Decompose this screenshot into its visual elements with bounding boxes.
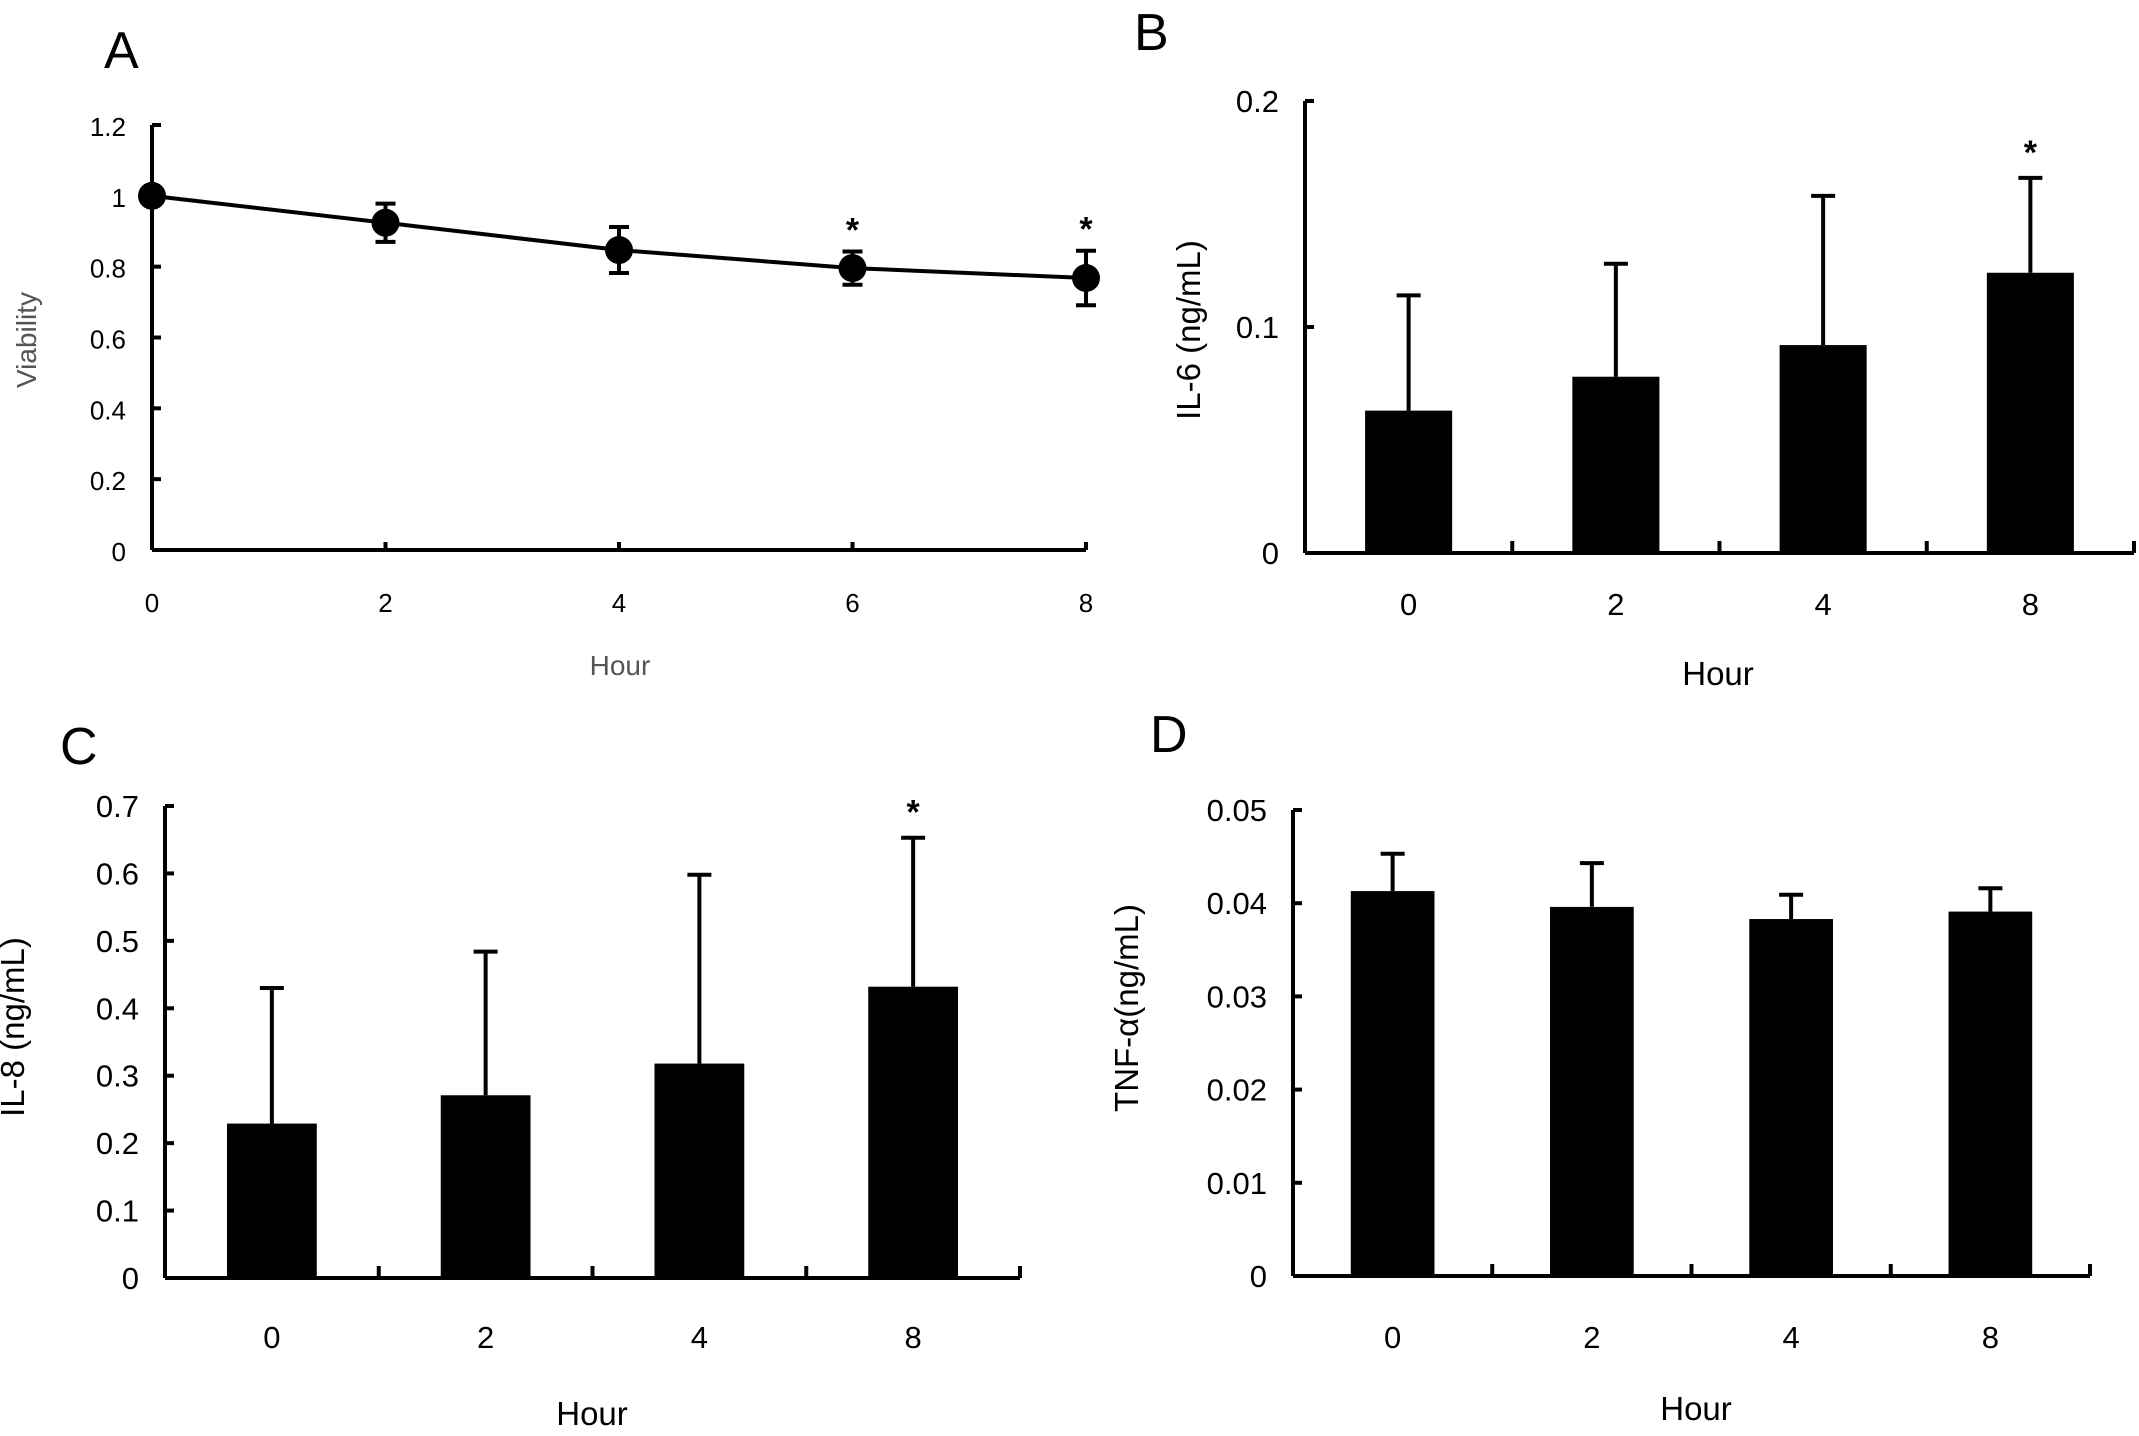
data-point [838, 254, 867, 283]
y-tick-label: 1 [112, 183, 126, 213]
bar [1749, 919, 1833, 1276]
y-tick-label: 0.04 [1207, 886, 1267, 921]
panel-c-il8-chart: C 0 0.1 0.2 0.3 0.4 0.5 0.6 0.7 IL-8 (ng/mL) Hour 0… [0, 718, 1022, 1432]
y-tick-label: 0 [112, 537, 126, 567]
significance-star: * [846, 211, 860, 249]
x-tick-label: 8 [2022, 587, 2039, 622]
bar [1365, 410, 1453, 553]
x-tick-label: 2 [477, 1320, 494, 1355]
panel-letter: C [60, 718, 98, 776]
x-tick-label: 0 [1384, 1320, 1401, 1355]
y-tick-label: 0.01 [1207, 1166, 1267, 1201]
y-tick-label: 0.1 [96, 1194, 139, 1229]
bar [1986, 272, 2074, 553]
y-tick-label: 0.8 [90, 254, 126, 284]
x-tick-label: 0 [145, 588, 159, 618]
bar [1550, 906, 1634, 1276]
bar [1948, 911, 2033, 1276]
significance-star: * [2024, 134, 2038, 172]
x-tick-label: 6 [845, 588, 859, 618]
significance-star: * [1079, 211, 1093, 249]
x-axis-title: Hour [556, 1395, 628, 1432]
bar [440, 1095, 531, 1278]
panel-letter: D [1150, 706, 1188, 764]
panel-b-il6-chart: B 0 0.1 0.2 IL-6 (ng/mL) Hour 0 2 4 8 * [1134, 4, 2136, 692]
y-tick-label: 0 [1250, 1259, 1267, 1294]
x-tick-label: 0 [263, 1320, 280, 1355]
x-tick-label: 2 [378, 588, 392, 618]
x-tick-label: 8 [1079, 588, 1093, 618]
y-tick-label: 0.1 [1236, 310, 1279, 345]
y-tick-label: 0 [122, 1261, 139, 1296]
y-tick-label: 0.3 [96, 1059, 139, 1094]
panel-d-tnf-chart: D 0 0.01 0.02 0.03 0.04 0.05 TNF-α(ng/mL) Hour 0 2… [1108, 706, 2092, 1427]
x-tick-label: 0 [1400, 587, 1417, 622]
data-point [605, 236, 633, 265]
y-tick-label: 0.6 [90, 325, 126, 355]
data-point [138, 181, 166, 210]
y-tick-label: 0.02 [1207, 1073, 1267, 1108]
y-tick-label: 1.2 [90, 112, 126, 142]
y-tick-label: 0.4 [96, 991, 139, 1026]
bar [868, 986, 959, 1278]
significance-star: * [907, 794, 921, 832]
panel-a-viability-chart: A 0 0.2 0.4 0.6 0.8 1 1.2 Viability Hour 0 2 4 6 8 * * [11, 22, 1100, 681]
panel-letter: A [104, 22, 139, 80]
bar [1572, 376, 1660, 553]
y-tick-label: 0.7 [96, 789, 139, 824]
panel-letter: B [1134, 4, 1169, 62]
y-tick-label: 0.6 [96, 856, 139, 891]
y-axis-title: IL-8 (ng/mL) [0, 937, 31, 1117]
bar [226, 1123, 317, 1278]
y-axis-title: IL-6 (ng/mL) [1170, 240, 1207, 420]
x-tick-label: 8 [1982, 1320, 1999, 1355]
y-tick-label: 0.2 [90, 466, 126, 496]
y-tick-label: 0.03 [1207, 979, 1267, 1014]
bar [1350, 891, 1435, 1276]
y-tick-label: 0.5 [96, 924, 139, 959]
y-tick-label: 0.2 [1236, 84, 1279, 119]
y-axis-title: TNF-α(ng/mL) [1108, 904, 1145, 1112]
data-point [1072, 264, 1100, 292]
y-tick-label: 0 [1262, 536, 1279, 571]
bar [1779, 345, 1867, 553]
x-tick-label: 4 [1815, 587, 1832, 622]
x-tick-label: 2 [1607, 587, 1624, 622]
y-tick-label: 0.2 [96, 1126, 139, 1161]
x-axis-title: Hour [1660, 1390, 1732, 1427]
data-point [371, 208, 400, 237]
x-axis-title: Hour [1682, 655, 1754, 692]
y-tick-label: 0.05 [1207, 793, 1267, 828]
bar [654, 1063, 745, 1278]
x-axis-title: Hour [590, 650, 651, 681]
y-tick-label: 0.4 [90, 395, 126, 425]
x-tick-label: 2 [1583, 1320, 1600, 1355]
x-tick-label: 8 [905, 1320, 922, 1355]
x-tick-label: 4 [1783, 1320, 1800, 1355]
y-axis-title: Viability [11, 292, 42, 388]
x-tick-label: 4 [691, 1320, 708, 1355]
x-tick-label: 4 [612, 588, 626, 618]
